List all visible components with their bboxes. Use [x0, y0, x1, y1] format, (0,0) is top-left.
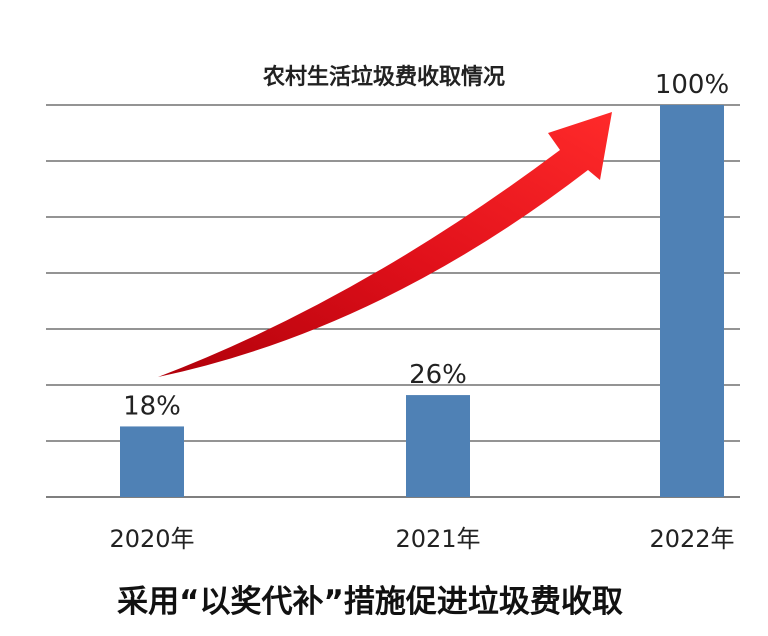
data-label: 100%: [655, 70, 729, 100]
bar: [120, 426, 184, 497]
bar: [406, 395, 470, 497]
x-tick-label: 2022年: [649, 525, 734, 553]
data-label: 26%: [409, 360, 467, 390]
value-labels: 18% 26% 100%: [123, 70, 729, 421]
chart-title: 农村生活垃圾费收取情况: [262, 64, 505, 90]
x-axis-ticks: 2020年 2021年 2022年: [109, 525, 734, 553]
bars: [120, 105, 724, 497]
chart-caption: 采用“以奖代补”措施促进垃圾费收取: [117, 584, 623, 620]
x-tick-label: 2021年: [395, 525, 480, 553]
bar: [660, 105, 724, 497]
trend-arrow-icon: [158, 112, 612, 377]
data-label: 18%: [123, 391, 181, 421]
x-tick-label: 2020年: [109, 525, 194, 553]
